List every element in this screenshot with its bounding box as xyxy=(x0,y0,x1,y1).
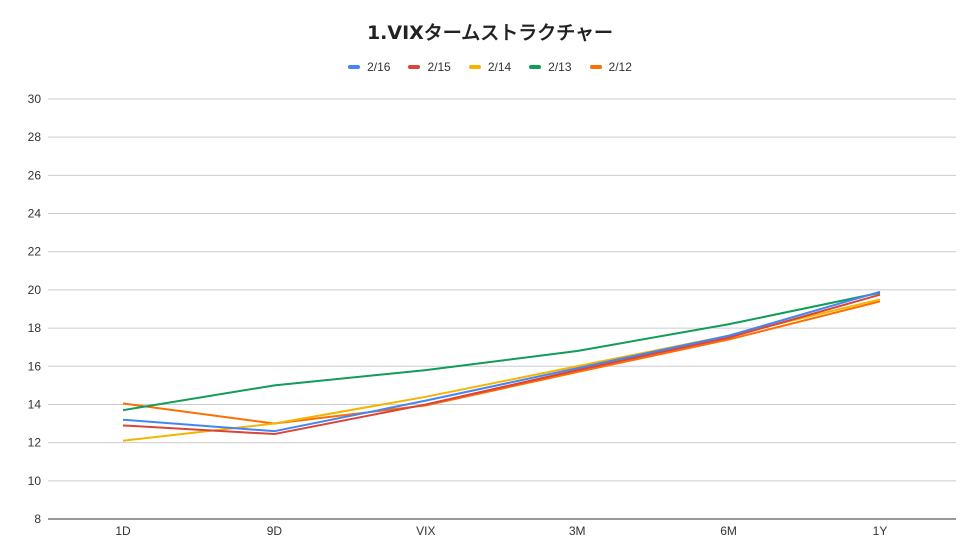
legend-swatch xyxy=(408,65,421,69)
y-tick-label: 30 xyxy=(28,92,42,106)
y-tick-label: 8 xyxy=(34,512,41,526)
x-tick-label: 3M xyxy=(569,524,586,538)
legend-item[interactable]: 2/16 xyxy=(348,60,390,74)
legend-swatch xyxy=(529,65,542,69)
legend-label: 2/15 xyxy=(427,60,451,74)
y-tick-label: 10 xyxy=(28,474,42,488)
legend-label: 2/12 xyxy=(608,60,632,74)
y-tick-label: 12 xyxy=(28,436,42,450)
y-tick-label: 14 xyxy=(28,397,42,411)
x-tick-label: 1Y xyxy=(873,524,888,538)
x-tick-label: 6M xyxy=(720,524,737,538)
y-tick-label: 26 xyxy=(28,168,42,182)
legend-item[interactable]: 2/13 xyxy=(529,60,572,74)
legend-swatch xyxy=(589,65,602,69)
x-tick-label: 9D xyxy=(267,524,283,538)
legend-label: 2/16 xyxy=(367,60,391,74)
series-line-2-15 xyxy=(122,293,881,436)
y-tick-label: 28 xyxy=(28,130,42,144)
legend-swatch xyxy=(348,65,361,69)
y-tick-label: 16 xyxy=(28,359,42,373)
series-line-2-13 xyxy=(122,291,881,412)
y-tick-label: 22 xyxy=(28,245,42,259)
y-tick-label: 24 xyxy=(28,207,42,221)
legend-item[interactable]: 2/14 xyxy=(468,60,512,74)
series-line-2-12 xyxy=(122,300,881,425)
chart-title: 1.VIXタームストラクチャー xyxy=(366,22,614,44)
legend-label: 2/13 xyxy=(548,60,572,74)
legend-item[interactable]: 2/15 xyxy=(408,60,451,74)
series-line-2-16 xyxy=(122,290,881,433)
chart-legend: 2/16 2/15 2/14 2/13 2/12 xyxy=(0,60,980,74)
y-tick-label: 18 xyxy=(28,321,42,335)
x-tick-label: VIX xyxy=(416,524,435,538)
legend-item[interactable]: 2/12 xyxy=(589,60,632,74)
y-tick-label: 20 xyxy=(28,283,42,297)
legend-swatch xyxy=(468,65,481,69)
x-tick-label: 1D xyxy=(115,524,131,538)
legend-label: 2/14 xyxy=(487,60,512,74)
